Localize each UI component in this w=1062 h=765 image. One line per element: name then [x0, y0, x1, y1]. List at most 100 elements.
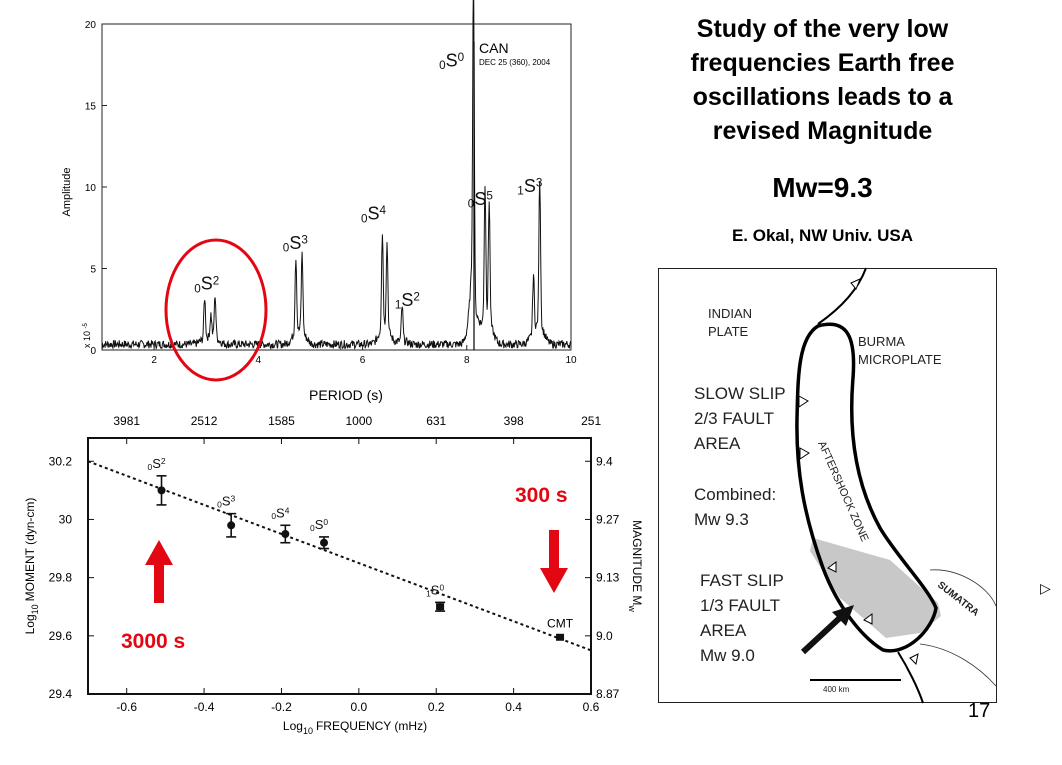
- moment-top-tick-label: 1000: [345, 414, 372, 428]
- moment-points: 0S2 0S3 0S4 0S0 1S0 CMT: [148, 456, 574, 641]
- magnitude-text: Mw=9.3: [772, 172, 873, 203]
- spectrum-xlabel: PERIOD (s): [309, 387, 383, 403]
- moment-y-tick-label: 29.8: [49, 571, 73, 585]
- page-number: 17: [968, 700, 991, 722]
- point-label: 1S0: [426, 582, 444, 598]
- y-scale-base: x 10: [82, 331, 92, 348]
- spectrum-chart: 0 5 10 15 20 2 4 6 8 10 0S2 0S3 0S4 1S2 0S0 0S5 1S3 CA…: [61, 0, 577, 403]
- spectrum-mode-label: 0S2: [194, 274, 219, 296]
- moment-period-ticks: 3981 2512 1585 1000 631 398 251: [113, 414, 601, 444]
- data-point: [320, 538, 329, 547]
- moment-right-tick-label: 9.4: [596, 454, 613, 468]
- slide-title-line: oscillations leads to a: [692, 83, 953, 111]
- moment-y-tick-label: 30.2: [49, 454, 73, 468]
- arrow-down-icon: [540, 530, 568, 593]
- slide-title-line: Study of the very low: [696, 15, 949, 43]
- moment-ylabel: Log10MOMENT (dyn-cm): [23, 498, 40, 635]
- spectrum-y-scale: x 10 -5: [82, 322, 92, 348]
- moment-top-tick-label: 1585: [268, 414, 295, 428]
- moment-chart: -0.6 -0.4 -0.2 0.0 0.2 0.4 0.6 29.4 29.6 29.8 30 3…: [23, 414, 644, 736]
- y-scale-exp: -5: [83, 322, 89, 328]
- moment-x-tick-label: 0.0: [351, 700, 368, 714]
- point-label: 0S0: [310, 517, 328, 533]
- spectrum-mode-label: 0S0: [439, 50, 465, 72]
- burma-microplate-label: BURMA MICROPLATE: [858, 334, 942, 367]
- spectrum-x-tick-label: 4: [256, 355, 262, 366]
- station-label: CAN: [479, 40, 509, 56]
- moment-top-tick-label: 2512: [191, 414, 218, 428]
- moment-y-ticks: 29.4 29.6 29.8 30 30.2: [49, 454, 94, 701]
- highlight-ellipse: [164, 238, 268, 382]
- spectrum-x-tick-label: 8: [464, 355, 470, 366]
- moment-x-tick-label: -0.6: [116, 700, 137, 714]
- moment-x-tick-label: -0.2: [271, 700, 292, 714]
- trench-south: [897, 651, 924, 704]
- spectrum-y-tick-label: 0: [90, 346, 96, 357]
- moment-x-tick-label: 0.4: [505, 700, 522, 714]
- period-3000-label: 3000 s: [121, 630, 185, 653]
- data-point: [556, 633, 565, 641]
- moment-y-tick-label: 29.4: [49, 687, 73, 701]
- spectrum-x-ticks: 2 4 6 8 10: [151, 345, 577, 366]
- period-300-label: 300 s: [515, 484, 568, 507]
- author-text: E. Okal, NW Univ. USA: [731, 226, 914, 245]
- moment-magnitude-ticks: 8.87 9.0 9.13 9.27 9.4: [585, 454, 620, 701]
- moment-y-tick-label: 29.6: [49, 629, 73, 643]
- slide-title-line: frequencies Earth free: [690, 49, 955, 77]
- data-point: [227, 521, 236, 530]
- spectrum-ylabel: Amplitude: [61, 168, 73, 217]
- moment-top-tick-label: 251: [581, 414, 601, 428]
- moment-top-tick-label: 398: [504, 414, 524, 428]
- arrow-up-icon: [145, 540, 173, 603]
- data-point: [157, 486, 166, 495]
- data-point: [281, 530, 290, 538]
- point-label: 0S4: [271, 505, 289, 521]
- moment-x-tick-label: -0.4: [194, 700, 215, 714]
- moment-top-tick-label: 3981: [113, 414, 140, 428]
- moment-top-tick-label: 631: [426, 414, 446, 428]
- moment-xlabel: Log10 FREQUENCY (mHz): [283, 719, 427, 736]
- coastline: [919, 569, 997, 687]
- moment-right-tick-label: 8.87: [596, 687, 620, 701]
- spectrum-x-tick-label: 10: [565, 355, 577, 366]
- tectonic-map: INDIAN PLATE BURMA MICROPLATE SLOW SLIP 2/3…: [658, 267, 997, 704]
- moment-frame: [87, 437, 592, 695]
- spectrum-x-tick-label: 6: [360, 355, 366, 366]
- subduction-teeth: [798, 278, 919, 666]
- combined-label: Combined: Mw 9.3: [694, 485, 776, 529]
- scale-label: 400 km: [823, 685, 850, 694]
- trench-north: [817, 267, 867, 325]
- moment-x-tick-label: 0.2: [428, 700, 445, 714]
- arrow-icon: [800, 605, 854, 655]
- spectrum-mode-label: 1S2: [395, 290, 420, 312]
- moment-right-tick-label: 9.13: [596, 571, 620, 585]
- moment-right-tick-label: 9.0: [596, 629, 613, 643]
- slow-slip-label: SLOW SLIP 2/3 FAULT AREA: [694, 384, 786, 453]
- fast-slip-area: [810, 538, 941, 638]
- spectrum-mode-label: 0S3: [283, 233, 308, 255]
- moment-x-ticks: -0.6 -0.4 -0.2 0.0 0.2 0.4 0.6: [116, 688, 600, 714]
- spectrum-y-ticks: 0 5 10 15 20: [85, 20, 107, 357]
- slide-title-line: revised Magnitude: [712, 117, 933, 145]
- spectrum-x-tick-label: 2: [151, 355, 157, 366]
- date-label: DEC 25 (360), 2004: [479, 58, 551, 67]
- spectrum-y-tick-label: 5: [90, 265, 96, 276]
- moment-x-tick-label: 0.6: [583, 700, 600, 714]
- indian-plate-label: INDIAN PLATE: [708, 306, 752, 339]
- moment-y2label: MAGNITUDE Mw: [627, 520, 644, 612]
- spectrum-mode-label: 0S5: [468, 189, 494, 211]
- spectrum-mode-label: 1S3: [517, 176, 542, 198]
- data-point: [436, 603, 445, 611]
- spectrum-mode-label: 0S4: [361, 204, 387, 226]
- fast-slip-label: FAST SLIP 1/3 FAULT AREA Mw 9.0: [700, 571, 784, 665]
- point-label: CMT: [547, 616, 574, 630]
- point-label: 0S2: [148, 456, 166, 472]
- spectrum-y-tick-label: 10: [85, 183, 97, 194]
- slide-title: Study of the very low frequencies Earth …: [640, 12, 1005, 148]
- spectrum-trace: [101, 0, 572, 351]
- spectrum-y-tick-label: 20: [85, 20, 97, 31]
- spectrum-y-tick-label: 15: [85, 102, 97, 113]
- play-icon[interactable]: ▷: [1040, 580, 1051, 596]
- point-label: 0S3: [217, 494, 235, 510]
- spectrum-mode-labels: 0S2 0S3 0S4 1S2 0S0 0S5 1S3: [194, 50, 542, 311]
